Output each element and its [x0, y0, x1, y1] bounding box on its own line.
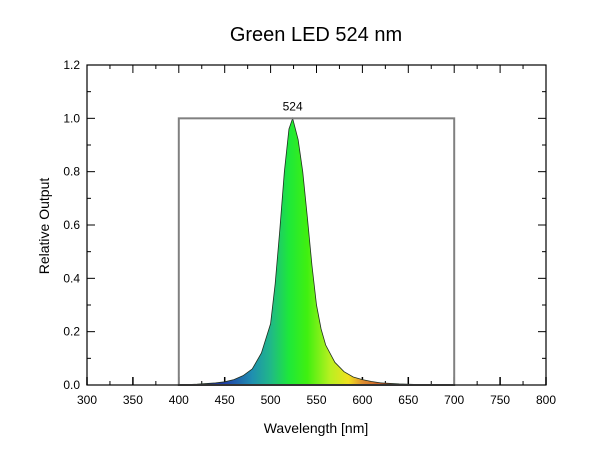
x-tick-label: 600 [352, 393, 372, 407]
y-axis-label: Relative Output [36, 178, 52, 275]
x-tick-label: 450 [215, 393, 235, 407]
peak-label: 524 [283, 99, 303, 113]
x-tick-label: 550 [306, 393, 326, 407]
y-tick-label: 0.6 [63, 218, 80, 232]
y-tick-label: 0.8 [63, 165, 80, 179]
x-tick-label: 400 [169, 393, 189, 407]
x-tick-label: 350 [123, 393, 143, 407]
chart-title: Green LED 524 nm [230, 24, 402, 46]
x-tick-label: 650 [398, 393, 418, 407]
y-tick-label: 0.2 [63, 325, 80, 339]
y-tick-label: 0.4 [63, 271, 80, 285]
y-tick-label: 1.2 [63, 58, 80, 72]
y-tick-label: 1.0 [63, 111, 80, 125]
y-tick-label: 0.0 [63, 378, 80, 392]
x-tick-label: 500 [261, 393, 281, 407]
spectrum-area [178, 116, 455, 386]
x-tick-label: 700 [444, 393, 464, 407]
plot-frame [86, 64, 547, 386]
x-tick-label: 300 [77, 393, 97, 407]
x-tick-label: 800 [536, 393, 556, 407]
x-axis-label: Wavelength [nm] [264, 420, 369, 436]
x-tick-label: 750 [490, 393, 510, 407]
